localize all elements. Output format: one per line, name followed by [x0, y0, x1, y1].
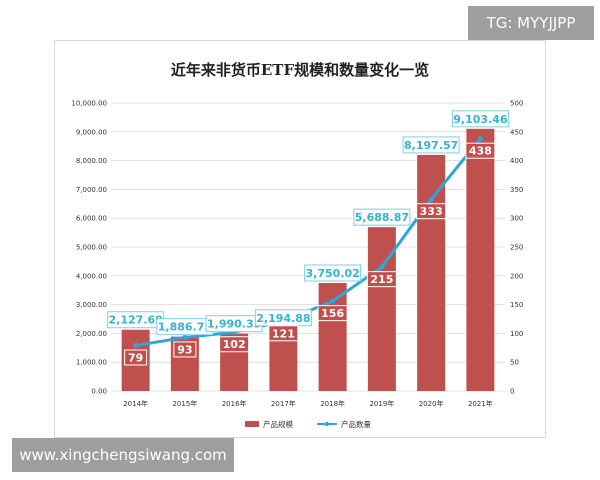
right-tick-label: 100: [510, 330, 523, 338]
amount-label-box: [353, 208, 411, 226]
count-point-2014年: [133, 342, 139, 349]
right-axis: 0 50 100 150 200 250 300 350 400 450 500: [510, 100, 523, 396]
legend: 产品规模 产品数量: [245, 419, 371, 429]
count-label-box: [366, 271, 397, 288]
count-label-text: 121: [272, 327, 295, 340]
amount-label-text: 5,688.87: [355, 211, 409, 224]
count-label-2021年: 438: [465, 142, 496, 159]
x-tick-label: 2015年: [172, 399, 197, 408]
amount-label-text: 3,750.02: [305, 267, 359, 280]
count-point-2018年: [330, 298, 336, 304]
amount-label-text: 2,127.69: [108, 314, 162, 327]
count-label-2014年: 79: [124, 349, 148, 366]
left-tick-label: 2,000.00: [76, 330, 107, 338]
legend-bar-swatch: [245, 421, 259, 427]
count-label-text: 156: [321, 307, 344, 320]
right-tick-label: 500: [510, 100, 523, 108]
count-label-2017年: 121: [268, 325, 299, 342]
amount-label-box: [402, 136, 460, 154]
amount-label-text: 1,990.33: [207, 318, 261, 331]
legend-line-label: 产品数量: [341, 419, 371, 429]
amount-label-2015年: 1,886.75: [156, 318, 214, 336]
right-tick-label: 200: [510, 272, 523, 280]
amount-label-2019年: 5,688.87: [353, 208, 411, 226]
left-tick-label: 4,000.00: [76, 272, 107, 280]
count-label-box: [465, 142, 496, 159]
left-tick-label: 1,000.00: [76, 359, 107, 367]
x-tick-label: 2018年: [320, 399, 345, 408]
count-label-box: [268, 325, 299, 342]
left-tick-label: 6,000.00: [76, 215, 107, 223]
amount-label-2018年: 3,750.02: [304, 264, 362, 282]
amount-label-text: 9,103.46: [453, 113, 508, 126]
chart-title: 近年来非货币ETF规模和数量变化一览: [171, 61, 429, 79]
x-tick-label: 2016年: [222, 399, 247, 408]
x-tick-label: 2021年: [468, 399, 493, 408]
watermark-bottom: www.xingchengsiwang.com: [12, 438, 234, 472]
data-labels: 2,127.691,886.751,990.332,194.88 3,750.02…: [107, 110, 509, 366]
amount-label-2020年: 8,197.57: [402, 136, 460, 154]
amount-label-text: 2,194.88: [256, 312, 310, 325]
left-tick-label: 8,000.00: [76, 157, 107, 165]
amount-label-box: [451, 110, 509, 128]
x-axis: 2014年 2015年 2016年 2017年 2018年 2019年 2020年 2021年: [123, 399, 493, 408]
right-tick-label: 450: [510, 128, 523, 136]
count-label-box: [317, 305, 348, 322]
count-label-text: 438: [469, 145, 492, 158]
count-label-2020年: 333: [416, 203, 447, 220]
right-tick-label: 400: [510, 157, 523, 165]
count-label-box: [416, 203, 447, 220]
right-tick-label: 150: [510, 301, 523, 309]
amount-label-2016年: 1,990.33: [205, 315, 263, 333]
combo-chart: 近年来非货币ETF规模和数量变化一览 0.00 1,000.00 2,000.00 3…: [71, 61, 523, 429]
amount-label-text: 1,886.75: [158, 321, 212, 334]
count-point-2021年: [477, 136, 483, 142]
x-tick-label: 2019年: [369, 399, 394, 408]
count-label-2016年: 102: [219, 336, 250, 353]
count-label-2015年: 93: [173, 341, 197, 358]
x-tick-label: 2020年: [419, 399, 444, 408]
amount-label-2014年: 2,127.69: [107, 311, 165, 329]
left-tick-label: 9,000.00: [76, 128, 107, 136]
count-label-box: [219, 336, 250, 353]
left-tick-label: 5,000.00: [76, 244, 107, 252]
count-point-2015年: [182, 334, 188, 341]
count-label-text: 79: [128, 351, 143, 364]
amount-label-text: 8,197.57: [404, 139, 458, 152]
count-label-2018年: 156: [317, 305, 348, 322]
watermark-top: TG: MYYJJPP: [468, 6, 594, 40]
left-axis: 0.00 1,000.00 2,000.00 3,000.00 4,000.00 5,00…: [71, 100, 107, 396]
count-label-box: [173, 341, 197, 358]
count-label-text: 93: [177, 343, 192, 356]
right-tick-label: 50: [510, 359, 519, 367]
count-point-2020年: [428, 196, 434, 202]
amount-label-2017年: 2,194.88: [254, 309, 312, 327]
count-label-box: [124, 349, 148, 366]
left-tick-label: 7,000.00: [76, 186, 107, 194]
legend-bar-label: 产品规模: [263, 419, 293, 429]
count-label-text: 102: [223, 338, 246, 351]
count-label-text: 215: [370, 273, 393, 286]
count-label-text: 333: [420, 205, 443, 218]
count-label-2019年: 215: [366, 271, 397, 288]
x-tick-label: 2014年: [123, 399, 148, 408]
bar-2020年: [417, 154, 446, 391]
count-point-2019年: [379, 264, 385, 270]
amount-label-2021年: 9,103.46: [451, 110, 509, 128]
amount-label-box: [304, 264, 362, 282]
right-tick-label: 250: [510, 244, 523, 252]
right-tick-label: 350: [510, 186, 523, 194]
legend-line-marker: [324, 421, 330, 427]
left-tick-label: 3,000.00: [76, 301, 107, 309]
chart-panel: 近年来非货币ETF规模和数量变化一览 0.00 1,000.00 2,000.00 3…: [54, 40, 546, 438]
right-tick-label: 300: [510, 215, 523, 223]
x-tick-label: 2017年: [271, 399, 296, 408]
left-tick-label: 10,000.00: [71, 100, 107, 108]
bar-2021年: [466, 128, 495, 391]
right-tick-label: 0: [510, 388, 514, 396]
left-tick-label: 0.00: [91, 388, 107, 396]
